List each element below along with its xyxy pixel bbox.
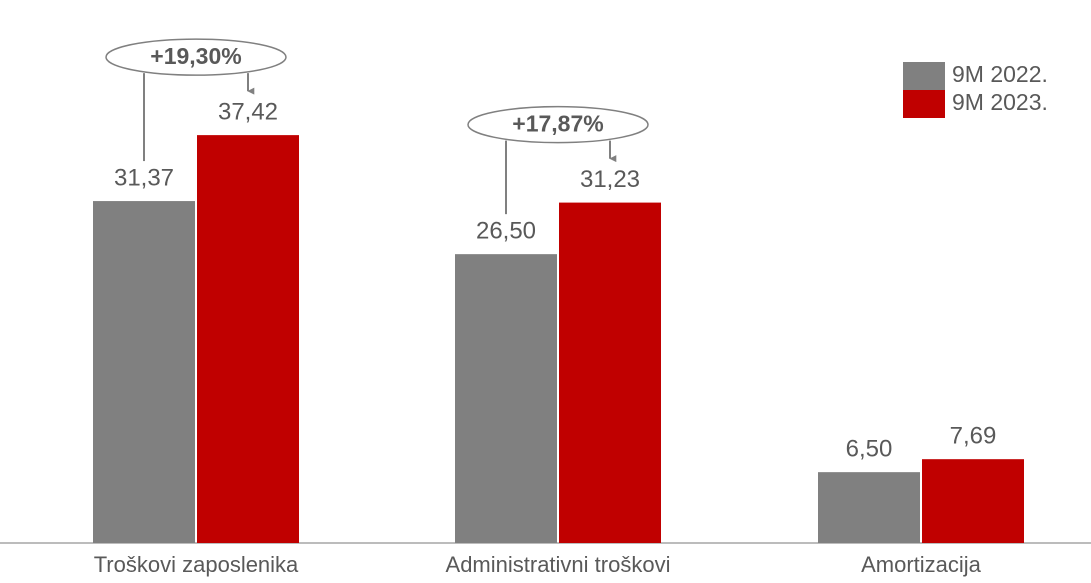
- x-tick-label: Administrativni troškovi: [446, 552, 671, 577]
- annotation: +17,87%: [512, 111, 603, 137]
- bar: [197, 135, 299, 543]
- legend-swatch: [903, 90, 945, 118]
- value-label: 31,37: [114, 164, 174, 191]
- x-tick-label: Troškovi zaposlenika: [94, 552, 299, 577]
- bar: [455, 254, 557, 543]
- legend-label: 9M 2022.: [952, 61, 1048, 87]
- annotation-ellipse: [105, 38, 287, 76]
- legend-label: 9M 2023.: [952, 89, 1048, 115]
- bar: [93, 201, 195, 543]
- value-label: 31,23: [580, 166, 640, 193]
- legend-swatch: [903, 62, 945, 90]
- x-tick-label: Amortizacija: [861, 552, 982, 577]
- annotation: +19,30%: [150, 43, 241, 69]
- value-label: 37,42: [218, 98, 278, 125]
- value-label: 6,50: [846, 435, 893, 462]
- value-label: 7,69: [950, 423, 997, 450]
- bar: [559, 202, 661, 543]
- value-label: 26,50: [476, 217, 536, 244]
- bar: [922, 459, 1024, 543]
- bar: [818, 472, 920, 543]
- annotation-ellipse: [467, 105, 649, 144]
